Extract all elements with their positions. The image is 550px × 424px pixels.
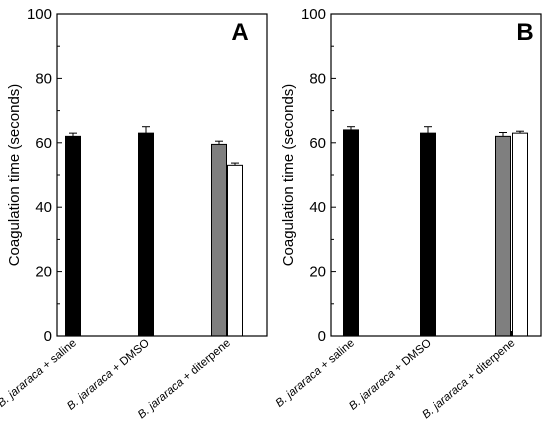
- bar: [138, 132, 154, 337]
- bar: [495, 135, 511, 337]
- x-category-label: B. jararaca + DMSO: [65, 337, 152, 413]
- category-species: B. jararaca: [347, 368, 397, 413]
- panel-label: A: [231, 19, 248, 46]
- y-tick-label: 20: [35, 264, 52, 281]
- bar: [420, 132, 436, 337]
- y-tick-label: 20: [309, 264, 326, 281]
- chart-panel-b: 0 20 40 60 80 100 Coagulation time (seconds) B B…: [274, 6, 542, 421]
- y-tick-label: 60: [35, 135, 52, 152]
- x-category-label: B. jararaca + diterpene: [136, 337, 233, 421]
- panel-label: B: [516, 19, 533, 46]
- category-treatment: + DMSO: [108, 337, 152, 377]
- x-category-label: B. jararaca + saline: [274, 337, 357, 410]
- y-tick-label: 0: [318, 328, 326, 345]
- category-species: B. jararaca: [136, 376, 186, 421]
- y-tick-label: 100: [301, 6, 326, 23]
- y-axis-title: Coagulation time (seconds): [6, 84, 23, 267]
- x-category-label: B. jararaca + saline: [0, 337, 79, 410]
- y-tick-label: 0: [44, 328, 52, 345]
- y-tick-label: 80: [35, 70, 52, 87]
- y-tick-label: 40: [35, 199, 52, 216]
- bar: [343, 129, 359, 337]
- category-species: B. jararaca: [274, 365, 324, 410]
- category-species: B. jararaca: [420, 376, 470, 421]
- x-category-label: B. jararaca + DMSO: [347, 337, 434, 413]
- x-category-label: B. jararaca + diterpene: [420, 337, 517, 421]
- y-axis-title: Coagulation time (seconds): [280, 84, 297, 267]
- chart-panel-a: 0 20 40 60 80 100 Coagulation time (seconds) A B…: [0, 6, 268, 421]
- y-tick-label: 40: [309, 199, 326, 216]
- y-tick-label: 80: [309, 70, 326, 87]
- category-treatment: + diterpene: [178, 337, 232, 385]
- y-tick-label: 60: [309, 135, 326, 152]
- category-species: B. jararaca: [65, 368, 115, 413]
- category-species: B. jararaca: [0, 365, 46, 410]
- y-tick-label: 100: [27, 6, 52, 23]
- bar: [211, 143, 227, 337]
- category-treatment: + diterpene: [463, 337, 517, 385]
- category-treatment: + DMSO: [390, 337, 434, 377]
- bar: [512, 132, 528, 337]
- bar: [65, 135, 81, 337]
- bar: [227, 164, 243, 337]
